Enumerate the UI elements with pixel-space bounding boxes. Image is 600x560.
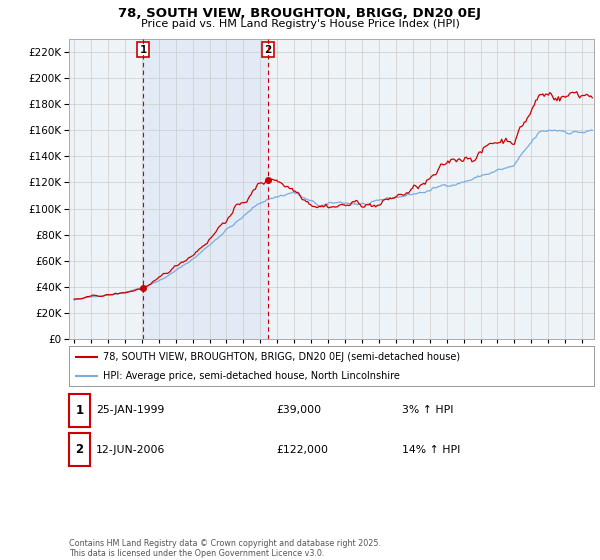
Text: 2: 2 (265, 45, 272, 55)
Text: Contains HM Land Registry data © Crown copyright and database right 2025.
This d: Contains HM Land Registry data © Crown c… (69, 539, 381, 558)
Text: HPI: Average price, semi-detached house, North Lincolnshire: HPI: Average price, semi-detached house,… (103, 371, 400, 381)
Text: 1: 1 (76, 404, 83, 417)
Text: 78, SOUTH VIEW, BROUGHTON, BRIGG, DN20 0EJ: 78, SOUTH VIEW, BROUGHTON, BRIGG, DN20 0… (119, 7, 482, 20)
Text: 12-JUN-2006: 12-JUN-2006 (96, 445, 166, 455)
Text: 3% ↑ HPI: 3% ↑ HPI (402, 405, 454, 416)
Text: 1: 1 (139, 45, 146, 55)
Text: Price paid vs. HM Land Registry's House Price Index (HPI): Price paid vs. HM Land Registry's House … (140, 19, 460, 29)
Text: £39,000: £39,000 (276, 405, 321, 416)
Text: 25-JAN-1999: 25-JAN-1999 (96, 405, 164, 416)
Text: £122,000: £122,000 (276, 445, 328, 455)
Bar (143, 39, 268, 339)
Text: 2: 2 (76, 443, 83, 456)
Text: 78, SOUTH VIEW, BROUGHTON, BRIGG, DN20 0EJ (semi-detached house): 78, SOUTH VIEW, BROUGHTON, BRIGG, DN20 0… (103, 352, 460, 362)
Text: 14% ↑ HPI: 14% ↑ HPI (402, 445, 460, 455)
